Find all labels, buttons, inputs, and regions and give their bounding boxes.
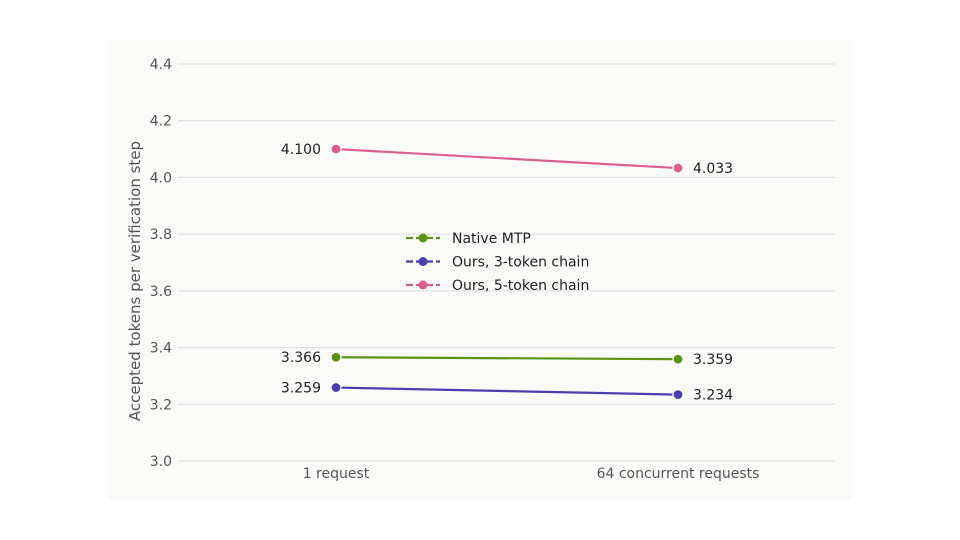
data-label: 3.259 [281,381,321,397]
data-label: 3.366 [281,350,321,366]
legend: Native MTP Ours, 3-token chain Ours, 5-tok… [406,231,589,294]
data-point [672,162,684,174]
data-label: 3.359 [693,352,733,368]
x-tick-labels: 1 request 64 concurrent requests [303,466,760,482]
legend-swatch-marker [418,257,428,266]
series-lines [335,147,679,396]
grid-lines [178,63,835,462]
series-line [335,356,679,361]
data-point [672,389,684,401]
data-points [330,143,684,401]
legend-label: Ours, 3-token chain [452,255,589,271]
y-tick-label: 4.4 [150,57,172,73]
x-tick-label: 1 request [303,466,370,482]
legend-label: Ours, 5-token chain [452,278,589,294]
x-tick-label: 64 concurrent requests [597,466,760,482]
y-tick-label: 4.2 [150,114,172,130]
data-label: 4.033 [693,161,733,177]
y-tick-label: 3.8 [150,227,172,243]
series-line [335,386,679,396]
data-labels: 3.366 3.359 3.259 3.234 4.100 4.033 [281,142,733,404]
legend-swatch-marker [418,280,428,290]
y-tick-label: 4.0 [150,170,172,186]
legend-swatch-marker [418,233,428,243]
chart-panel: 3.0 3.2 3.4 3.6 3.8 4.0 4.2 4.4 1 request 64 con… [108,40,853,500]
y-axis-title: Accepted tokens per verification step [126,141,144,421]
y-tick-label: 3.0 [150,454,172,470]
data-label: 3.234 [693,388,733,404]
y-tick-label: 3.2 [150,397,172,413]
data-point [330,351,342,363]
series-line [335,147,679,170]
y-tick-label: 3.4 [150,341,172,357]
legend-label: Native MTP [452,231,531,247]
data-point [330,381,342,394]
line-chart: 3.0 3.2 3.4 3.6 3.8 4.0 4.2 4.4 1 request 64 con… [126,57,835,482]
y-tick-label: 3.6 [150,284,172,300]
y-tick-labels: 3.0 3.2 3.4 3.6 3.8 4.0 4.2 4.4 [150,57,172,470]
data-point [330,143,342,155]
data-point [672,353,684,365]
data-label: 4.100 [281,142,321,158]
